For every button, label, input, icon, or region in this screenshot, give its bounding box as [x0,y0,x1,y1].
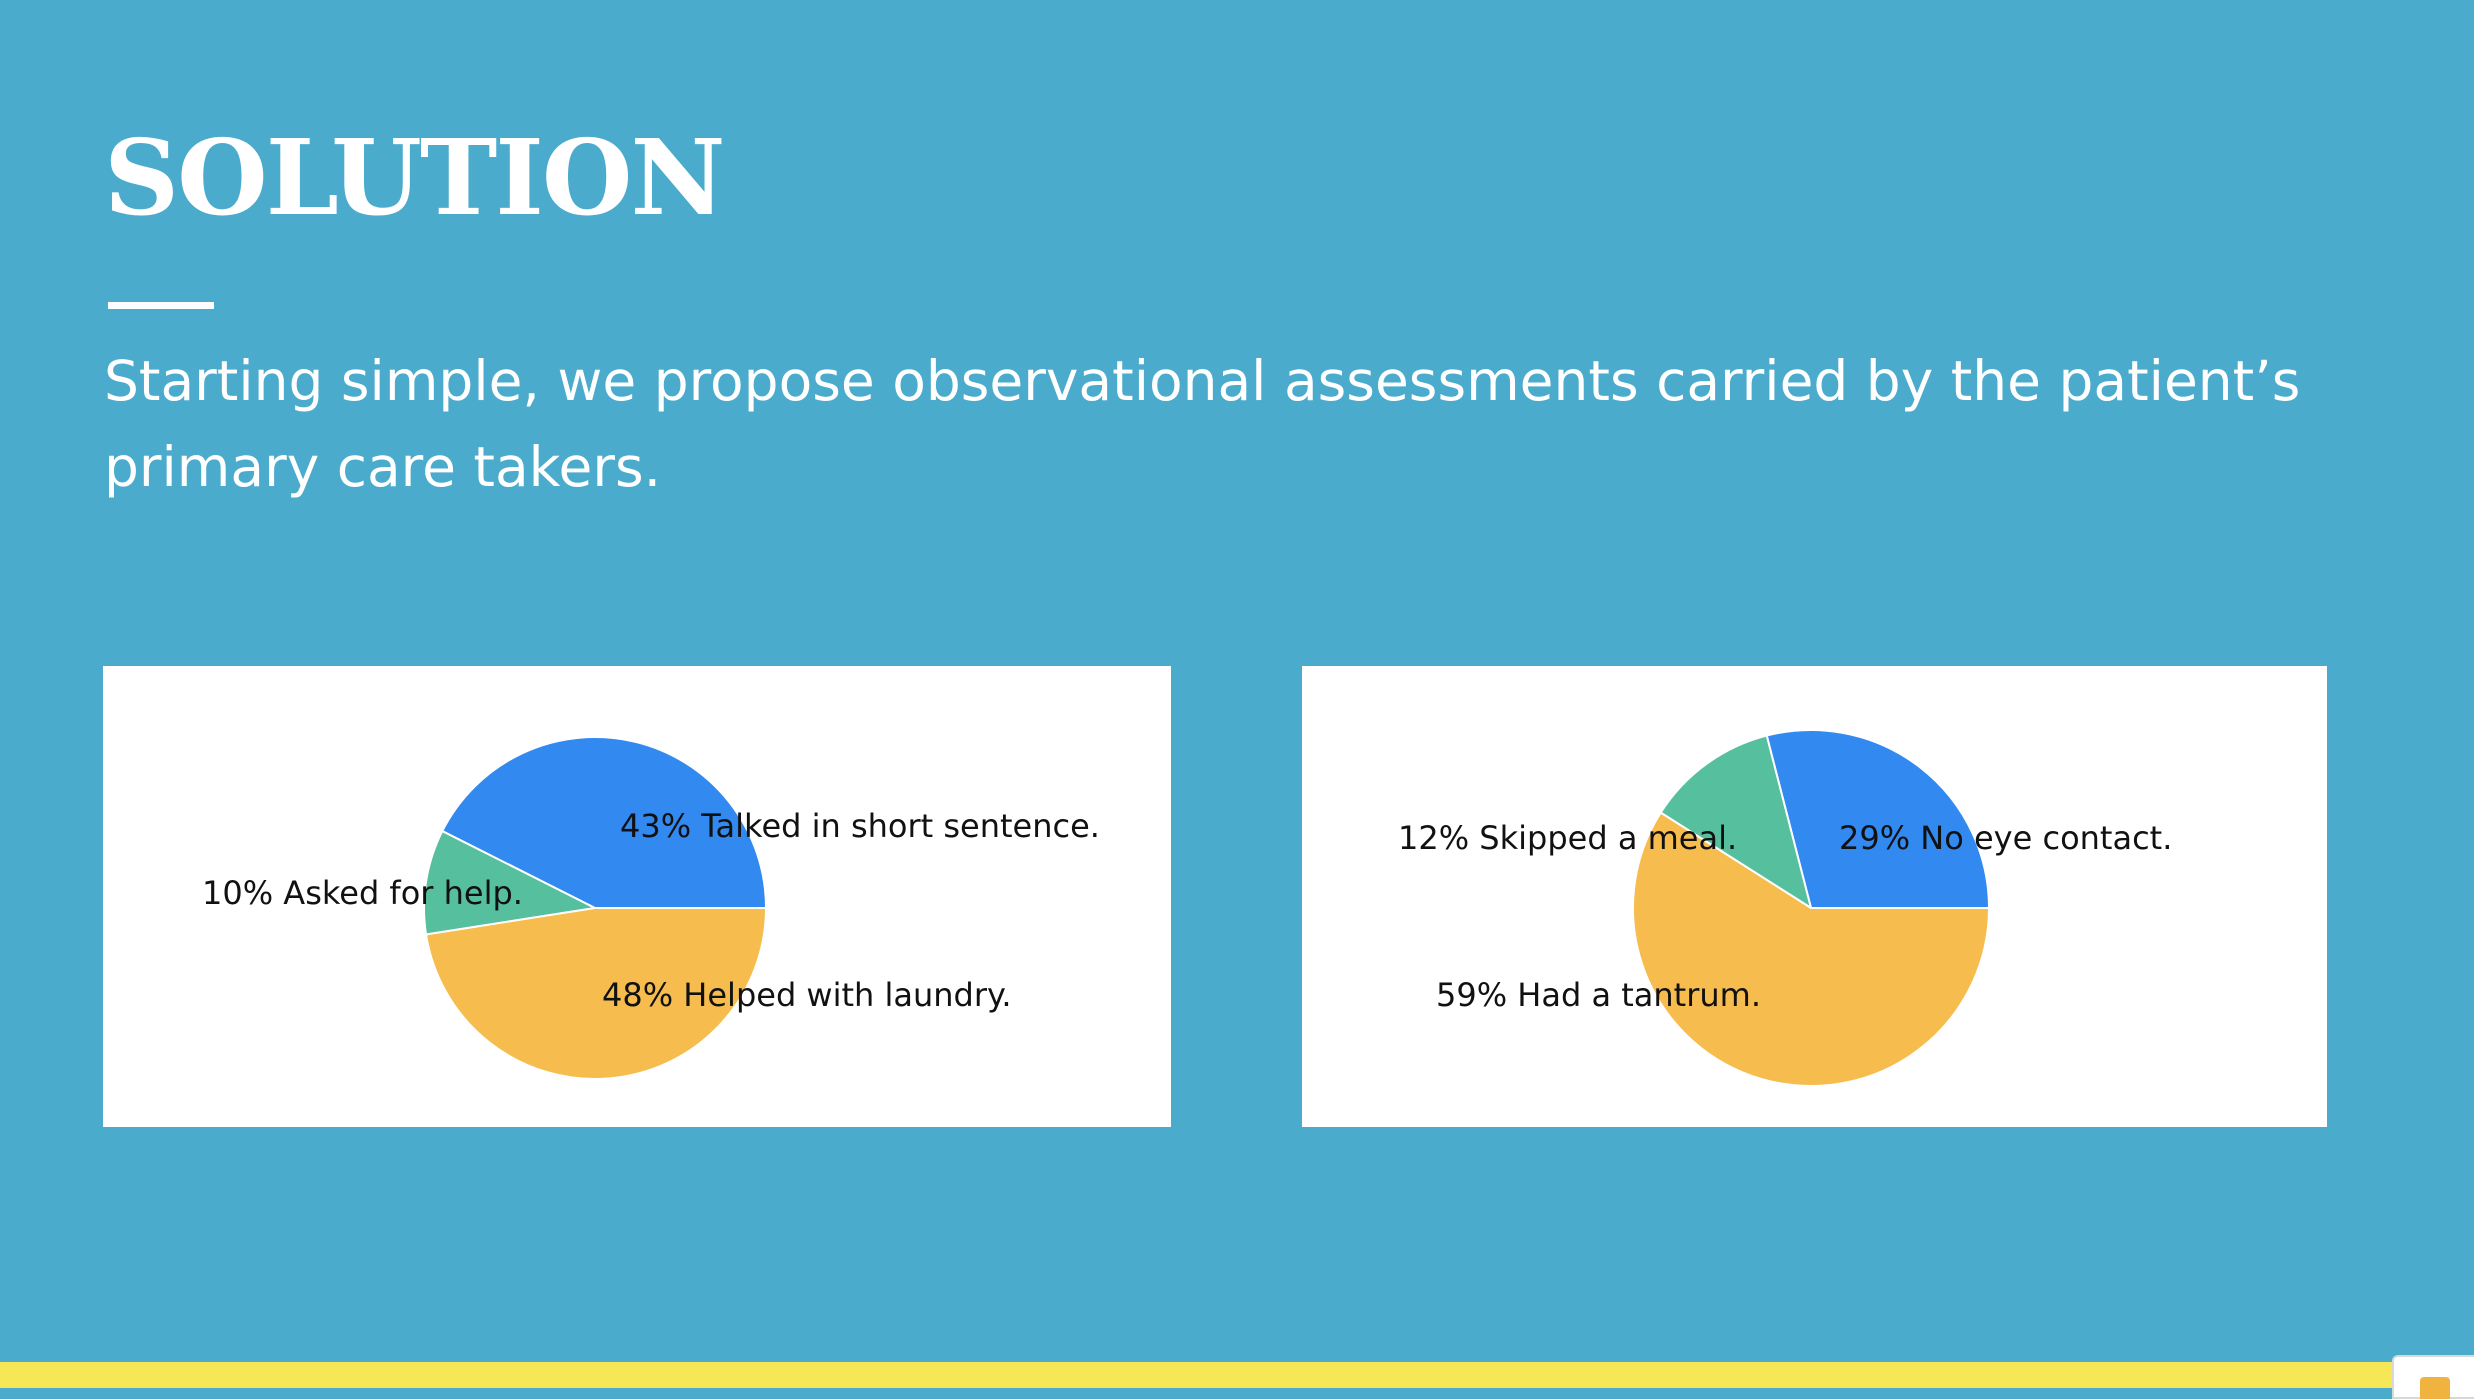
pie-slice-label-2: 48% Helped with laundry. [602,976,1012,1014]
pie-chart-right: 29% No eye contact. 12% Skipped a meal. 59… [1398,729,2172,1087]
pie-slice-label-1: 12% Skipped a meal. [1398,819,1737,857]
pie-slice-label-1: 10% Asked for help. [202,874,523,912]
pie-slice-1[interactable] [423,829,599,936]
bottom-accent-bar [0,1362,2474,1388]
slide-title: SOLUTION [104,116,726,239]
pie-slice-2[interactable] [424,907,768,1080]
slide-subtitle: Starting simple, we propose observationa… [104,349,2301,499]
pie-chart-right-panel: 29% No eye contact. 12% Skipped a meal. 59… [1302,666,2327,1127]
slide: SOLUTION Starting simple, we propose obs… [103,116,2327,1127]
pie-chart-left: 43% Talked in short sentence. 10% Asked f… [202,736,1100,1080]
pie-chart-left-panel: 43% Talked in short sentence. 10% Asked f… [103,666,1171,1127]
scroll-to-top-button[interactable] [2392,1355,2474,1399]
pie-slice-0[interactable] [440,736,768,909]
pie-slices [1632,729,1991,1087]
pie-slice-label-0: 29% No eye contact. [1839,819,2172,857]
pie-slice-1[interactable] [1659,734,1813,911]
pie-slice-label-0: 43% Talked in short sentence. [620,807,1100,845]
title-underline [108,302,214,309]
pie-slice-0[interactable] [1765,729,1991,909]
pie-slice-label-2: 59% Had a tantrum. [1436,976,1761,1014]
pie-slice-2[interactable] [1632,811,1991,1087]
pie-slices [423,736,768,1080]
up-arrow-icon [2420,1377,2450,1399]
